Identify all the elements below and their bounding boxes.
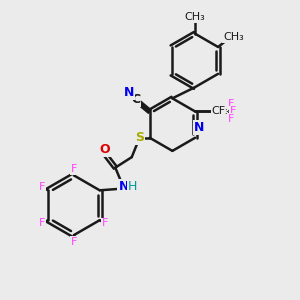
- Text: F: F: [228, 114, 234, 124]
- Text: CF₃: CF₃: [212, 106, 230, 116]
- Text: F: F: [39, 182, 46, 192]
- Text: CH₃: CH₃: [184, 12, 205, 22]
- Text: O: O: [99, 143, 110, 156]
- Text: S: S: [135, 131, 144, 144]
- Text: F: F: [228, 99, 234, 109]
- Text: N: N: [194, 121, 204, 134]
- Text: N: N: [118, 180, 129, 193]
- Text: N: N: [124, 86, 134, 99]
- Text: F: F: [230, 106, 236, 116]
- Text: F: F: [102, 218, 109, 229]
- Text: F: F: [71, 237, 77, 247]
- Text: F: F: [39, 218, 46, 229]
- Text: CH₃: CH₃: [223, 32, 244, 42]
- Text: C: C: [131, 93, 140, 106]
- Text: F: F: [71, 164, 77, 174]
- Text: H: H: [128, 180, 137, 193]
